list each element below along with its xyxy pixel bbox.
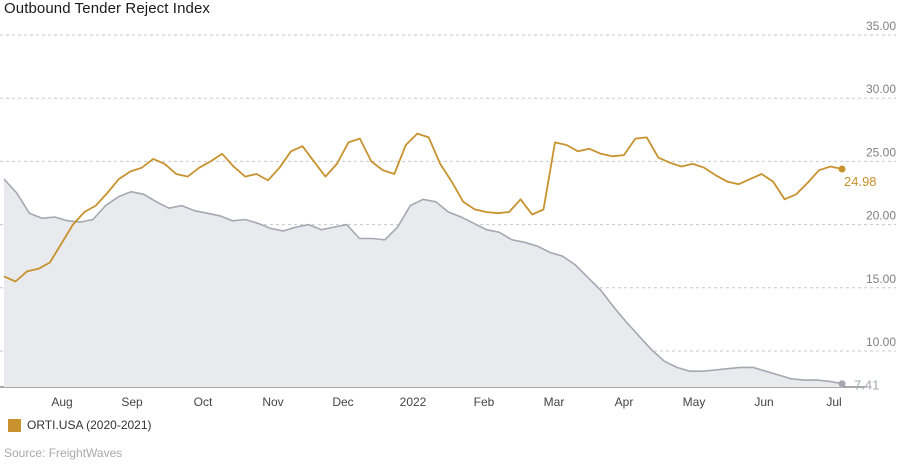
current-year-line: 24.98	[3, 132, 877, 283]
x-tick-label: Nov	[262, 395, 283, 409]
legend-swatch	[8, 418, 21, 432]
legend-label: ORTI.USA (2020-2021)	[27, 418, 152, 432]
x-tick-label: Aug	[51, 395, 72, 409]
tick-labels: 35.00 30.00 25.00 20.00 15.00 10.00 Aug Sep Oct N…	[51, 19, 896, 409]
chart-title: Outbound Tender Reject Index	[4, 0, 210, 17]
prior-year-line	[3, 178, 843, 385]
y-tick-label: 15.00	[866, 272, 896, 286]
y-tick-label: 20.00	[866, 209, 896, 223]
current-year-end-label: 24.98	[844, 174, 877, 189]
prior-year-end-label: 7.41	[854, 378, 879, 393]
x-tick-label: 2022	[400, 395, 427, 409]
x-tick-label: Apr	[615, 395, 634, 409]
y-tick-label: 25.00	[866, 145, 896, 159]
current-year-path	[3, 132, 843, 283]
x-tick-label: Sep	[121, 395, 143, 409]
prior-year-end-marker	[838, 380, 846, 388]
prior-year-area: 7.41	[3, 178, 879, 393]
x-tick-label: Jul	[826, 395, 841, 409]
x-tick-label: Oct	[194, 395, 213, 409]
source-note: Source: FreightWaves	[4, 446, 123, 460]
x-tick-label: Jun	[754, 395, 773, 409]
chart-area: 7.41 24.98 35.00 30.00 25.00 20.00 15.00 10.0…	[0, 19, 896, 409]
x-tick-label: Dec	[332, 395, 353, 409]
x-tick-label: Mar	[544, 395, 565, 409]
y-tick-label: 30.00	[866, 82, 896, 96]
legend: ORTI.USA (2020-2021)	[8, 418, 152, 432]
y-tick-label: 35.00	[866, 19, 896, 33]
prior-year-fill	[4, 179, 842, 387]
x-tick-label: Feb	[474, 395, 495, 409]
x-tick-label: May	[683, 395, 706, 409]
y-tick-label: 10.00	[866, 335, 896, 349]
current-year-end-marker	[838, 165, 846, 173]
